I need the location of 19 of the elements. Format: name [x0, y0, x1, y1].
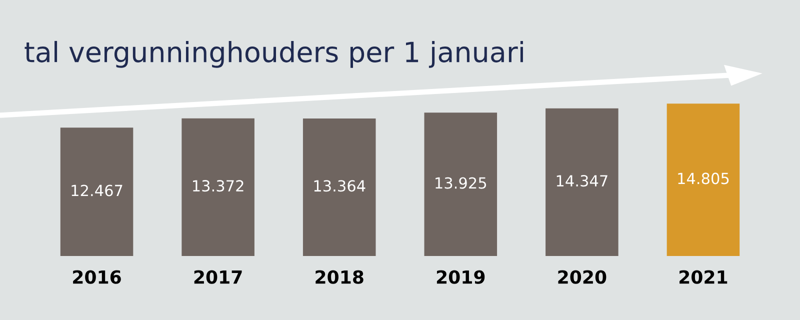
bar	[424, 112, 498, 256]
bar	[666, 104, 740, 256]
data-label: 14.805	[678, 172, 729, 184]
data-label: 13.372	[193, 180, 244, 192]
data-label: 14.347	[556, 175, 608, 187]
chart-title: tal vergunninghouders per 1 januari	[24, 40, 523, 68]
data-label: 13.364	[314, 180, 366, 192]
x-tick-label: 2017	[194, 270, 242, 284]
x-tick-label: 2016	[73, 270, 121, 284]
x-tick-label: 2019	[436, 270, 485, 284]
x-tick-label: 2021	[680, 270, 728, 284]
x-tick-label: 2018	[316, 270, 364, 284]
data-label: 12.467	[72, 184, 122, 196]
bar	[182, 118, 254, 256]
bar	[60, 128, 134, 256]
x-tick-label: 2020	[558, 270, 606, 284]
bar	[546, 108, 618, 256]
data-label: 13.925	[436, 177, 486, 189]
bar	[302, 118, 376, 256]
